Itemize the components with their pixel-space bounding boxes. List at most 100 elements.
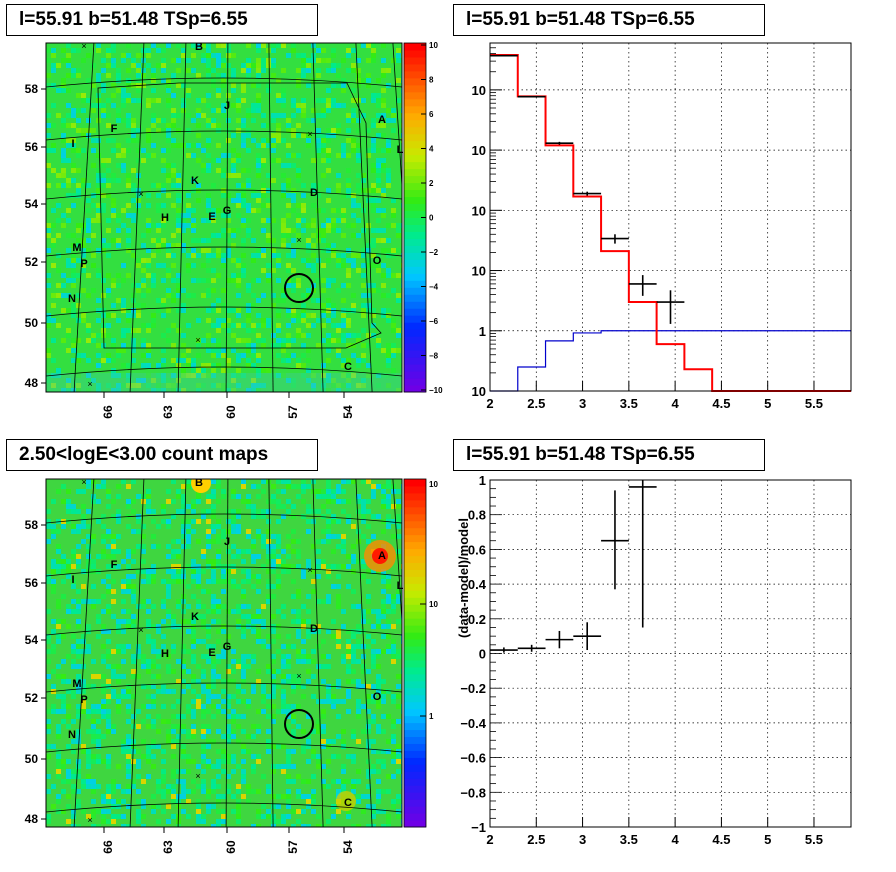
tl-map-pixel bbox=[76, 108, 81, 113]
bl-map-pixel bbox=[141, 499, 146, 504]
tl-map-pixel bbox=[46, 348, 51, 353]
tl-map-pixel bbox=[231, 233, 236, 238]
bl-map-pixel bbox=[106, 789, 111, 794]
bl-map-pixel bbox=[196, 704, 201, 709]
bl-map-pixel bbox=[341, 544, 346, 549]
bl-map-pixel bbox=[391, 774, 396, 779]
bl-map-pixel bbox=[286, 634, 291, 639]
bl-map-pixel bbox=[306, 484, 311, 489]
bl-map-pixel bbox=[166, 789, 171, 794]
tl-map-pixel bbox=[211, 108, 216, 113]
tl-map-pixel bbox=[66, 263, 71, 268]
tl-map-pixel bbox=[106, 48, 111, 53]
tl-map-pixel bbox=[51, 143, 56, 148]
tl-map-pixel bbox=[371, 123, 376, 128]
tl-map-pixel bbox=[356, 183, 361, 188]
bl-map-pixel bbox=[376, 769, 381, 774]
tl-map-pixel bbox=[186, 223, 191, 228]
bl-map-pixel bbox=[191, 509, 196, 514]
residual-data-point bbox=[545, 630, 574, 649]
tl-map-pixel bbox=[336, 208, 341, 213]
tl-map-pixel bbox=[126, 273, 131, 278]
tl-colorbar-band bbox=[404, 196, 426, 205]
tl-map-pixel bbox=[196, 343, 201, 348]
tl-map-pixel bbox=[376, 148, 381, 153]
tl-map-pixel bbox=[311, 243, 316, 248]
bl-map-pixel bbox=[286, 794, 291, 799]
bl-map-pixel bbox=[376, 619, 381, 624]
tl-map-pixel bbox=[221, 173, 226, 178]
tl-map-pixel bbox=[216, 63, 221, 68]
tl-map-pixel bbox=[266, 48, 271, 53]
tl-map-pixel bbox=[341, 338, 346, 343]
bl-map-pixel bbox=[61, 619, 66, 624]
bl-map-pixel bbox=[366, 684, 371, 689]
tl-map-pixel bbox=[396, 273, 401, 278]
tl-map-pixel bbox=[366, 363, 371, 368]
bl-map-pixel bbox=[76, 824, 81, 827]
tl-map-pixel bbox=[196, 98, 201, 103]
tl-map-pixel bbox=[251, 208, 256, 213]
tl-map-pixel bbox=[351, 113, 356, 118]
tl-map-pixel bbox=[206, 93, 211, 98]
tl-map-pixel bbox=[276, 258, 281, 263]
tl-map-pixel bbox=[226, 213, 231, 218]
tl-map-pixel bbox=[381, 188, 386, 193]
bl-colorbar-band bbox=[404, 722, 426, 731]
bl-map-pixel bbox=[396, 594, 401, 599]
bl-map-pixel bbox=[246, 619, 251, 624]
bl-map-pixel bbox=[341, 764, 346, 769]
bl-map-pixel bbox=[76, 649, 81, 654]
bl-map-pixel bbox=[181, 714, 186, 719]
tl-map-pixel bbox=[271, 133, 276, 138]
tl-map-pixel bbox=[381, 103, 386, 108]
tl-map-pixel bbox=[286, 268, 291, 273]
tl-map-pixel bbox=[261, 183, 266, 188]
tl-map-pixel bbox=[326, 138, 331, 143]
bl-map-pixel bbox=[206, 644, 211, 649]
tl-map-pixel bbox=[256, 63, 261, 68]
tl-map-pixel bbox=[206, 118, 211, 123]
bl-map-pixel bbox=[236, 799, 241, 804]
bl-map-pixel bbox=[76, 734, 81, 739]
bl-map-pixel bbox=[211, 784, 216, 789]
bl-map-pixel bbox=[126, 554, 131, 559]
tl-map-pixel bbox=[341, 363, 346, 368]
bl-map-pixel bbox=[311, 649, 316, 654]
bl-map-pixel bbox=[361, 519, 366, 524]
tl-map-pixel bbox=[336, 63, 341, 68]
tl-map-pixel bbox=[396, 78, 401, 83]
bl-map-pixel bbox=[146, 499, 151, 504]
bl-map-pixel bbox=[276, 554, 281, 559]
tl-map-pixel bbox=[236, 258, 241, 263]
tl-colorbar-band bbox=[404, 84, 426, 93]
bl-map-pixel bbox=[181, 519, 186, 524]
bl-map-pixel bbox=[291, 549, 296, 554]
tl-map-pixel bbox=[326, 168, 331, 173]
tl-lon-line bbox=[177, 43, 187, 392]
bl-map-pixel bbox=[126, 484, 131, 489]
bl-map-pixel bbox=[356, 739, 361, 744]
tl-map-pixel bbox=[271, 248, 276, 253]
tl-map-pixel bbox=[376, 338, 381, 343]
bl-map-pixel bbox=[336, 599, 341, 604]
bl-map-pixel bbox=[381, 699, 386, 704]
bl-map-pixel bbox=[201, 569, 206, 574]
bl-map-pixel bbox=[206, 564, 211, 569]
tl-map-pixel bbox=[381, 58, 386, 63]
tl-map-pixel bbox=[321, 373, 326, 378]
tl-map-pixel bbox=[336, 253, 341, 258]
bl-map-pixel bbox=[251, 654, 256, 659]
tl-map-pixel bbox=[136, 263, 141, 268]
bl-map-pixel bbox=[246, 494, 251, 499]
tl-map-pixel bbox=[46, 58, 51, 63]
tl-colorbar-band bbox=[404, 126, 426, 135]
tl-map-pixel bbox=[311, 188, 316, 193]
tl-map-pixel bbox=[256, 143, 261, 148]
tl-map-pixel bbox=[101, 278, 106, 283]
tl-map-pixel bbox=[206, 103, 211, 108]
tl-map-pixel bbox=[286, 338, 291, 343]
bl-map-pixel bbox=[311, 749, 316, 754]
tl-map-pixel bbox=[381, 228, 386, 233]
bl-map-pixel bbox=[216, 499, 221, 504]
